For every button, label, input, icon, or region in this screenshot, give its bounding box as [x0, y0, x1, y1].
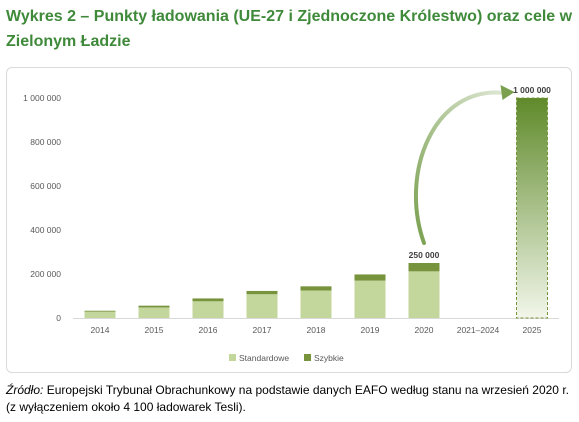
y-tick-label: 400 000 [30, 225, 61, 235]
bar-standard [354, 280, 386, 318]
bar-fast [192, 298, 224, 302]
x-tick-label: 2015 [145, 325, 164, 335]
x-tick-label: 2020 [415, 325, 434, 335]
growth-arrowhead [500, 85, 515, 100]
bar-standard [84, 311, 116, 318]
source-label: Źródło: [6, 383, 44, 397]
bar-fast [84, 310, 116, 312]
bar-standard [138, 307, 170, 318]
legend-swatch [229, 354, 236, 361]
x-tick-label: 2014 [91, 325, 110, 335]
y-tick-label: 0 [56, 313, 61, 323]
bar-fast [138, 305, 170, 308]
bar-standard [192, 301, 224, 318]
bar-target [516, 97, 548, 319]
bar-standard [300, 290, 332, 318]
bar-standard [408, 271, 440, 318]
x-tick-label: 2025 [523, 325, 542, 335]
y-tick-label: 200 000 [30, 269, 61, 279]
bar-chart: 0 200 000 400 000 600 000 800 000 1 000 000 20… [23, 85, 559, 363]
y-tick-label: 800 000 [30, 137, 61, 147]
bar-fast [408, 263, 440, 272]
legend-swatch [304, 354, 311, 361]
y-tick-label: 600 000 [30, 181, 61, 191]
x-tick-label: 2016 [199, 325, 218, 335]
bar-fast [300, 286, 332, 291]
legend-label: Szybkie [314, 353, 344, 363]
data-label: 1 000 000 [513, 85, 551, 95]
chart-title: Wykres 2 – Punkty ładowania (UE-27 i Zje… [6, 8, 573, 50]
source-text: Europejski Trybunał Obrachunkowy na pods… [6, 383, 569, 414]
y-tick-label: 1 000 000 [23, 93, 61, 103]
x-tick-label: 2019 [361, 325, 380, 335]
x-tick-label: 2018 [307, 325, 326, 335]
legend-label: Standardowe [239, 353, 289, 363]
source-note: Źródło: Europejski Trybunał Obrachunkowy… [6, 382, 574, 416]
bar-fast [354, 274, 386, 281]
x-tick-label: 2021–2024 [457, 325, 500, 335]
x-tick-label: 2017 [253, 325, 272, 335]
bar-standard [246, 294, 278, 318]
growth-arrow [414, 90, 507, 245]
bar-fast [246, 290, 278, 295]
chart-area: 0 200 000 400 000 600 000 800 000 1 000 000 20… [6, 67, 572, 373]
data-label: 250 000 [409, 250, 440, 260]
